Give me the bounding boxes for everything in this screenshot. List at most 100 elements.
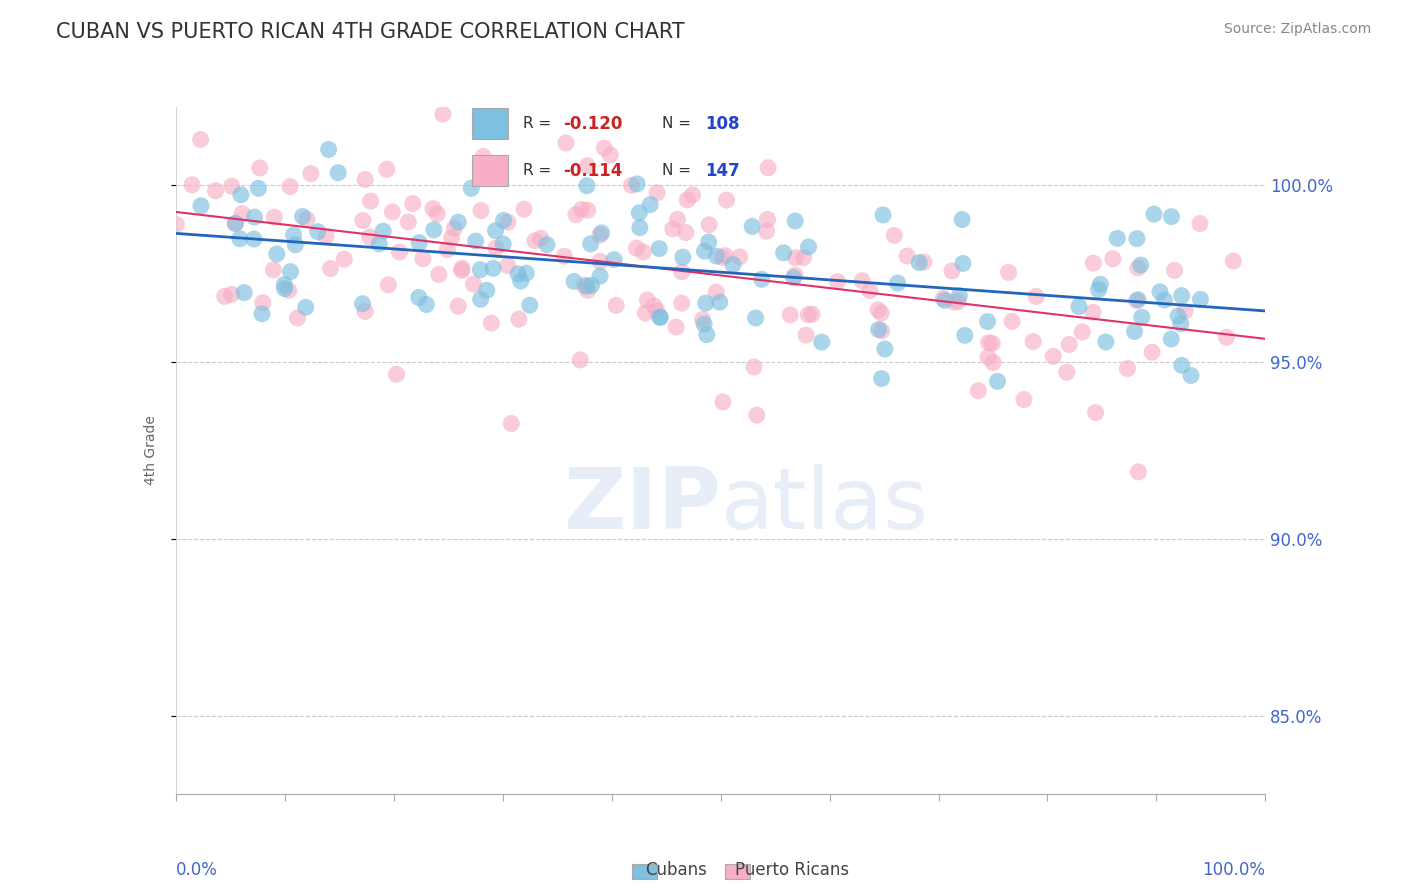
Point <box>481 316 503 330</box>
Point <box>463 277 485 292</box>
Bar <box>633 863 657 880</box>
Point <box>709 295 731 310</box>
Point <box>783 268 806 283</box>
Text: Puerto Ricans: Puerto Ricans <box>734 861 849 879</box>
Point <box>797 240 820 254</box>
Point <box>315 229 337 244</box>
Point <box>1071 325 1094 339</box>
Point <box>333 252 356 267</box>
Point <box>377 277 399 292</box>
Point <box>515 266 537 280</box>
Text: CUBAN VS PUERTO RICAN 4TH GRADE CORRELATION CHART: CUBAN VS PUERTO RICAN 4TH GRADE CORRELAT… <box>56 22 685 42</box>
Point <box>482 261 505 276</box>
Point <box>352 213 374 227</box>
Text: atlas: atlas <box>721 464 928 547</box>
Point <box>1180 368 1202 383</box>
Point <box>536 237 558 252</box>
Point <box>1125 293 1147 308</box>
Point <box>1116 361 1139 376</box>
Point <box>1107 231 1129 245</box>
Point <box>952 256 974 270</box>
Point <box>530 231 553 245</box>
Point <box>375 162 398 177</box>
Text: 108: 108 <box>706 115 740 133</box>
Point <box>941 264 963 278</box>
Point <box>797 308 820 322</box>
Point <box>1188 217 1211 231</box>
Text: -0.114: -0.114 <box>562 161 623 179</box>
Point <box>581 278 603 293</box>
Point <box>451 261 474 276</box>
Point <box>870 324 893 338</box>
Point <box>513 202 536 217</box>
Point <box>396 215 419 229</box>
Point <box>299 167 322 181</box>
Point <box>190 132 212 146</box>
Point <box>492 236 515 251</box>
Point <box>294 301 316 315</box>
Point <box>204 184 226 198</box>
Point <box>716 193 738 207</box>
Point <box>782 270 804 285</box>
Point <box>714 249 737 263</box>
Point <box>1189 293 1212 307</box>
Point <box>628 205 651 219</box>
Point <box>711 251 734 265</box>
Point <box>976 314 998 328</box>
Point <box>1090 277 1112 292</box>
Point <box>181 178 204 192</box>
Point <box>233 285 256 300</box>
Point <box>277 284 299 298</box>
Point <box>693 244 716 259</box>
Point <box>576 159 599 173</box>
Point <box>523 234 546 248</box>
Point <box>470 293 492 307</box>
Point <box>565 208 588 222</box>
Point <box>711 395 734 409</box>
Point <box>650 310 672 325</box>
Point <box>1012 392 1035 407</box>
Point <box>1001 314 1024 328</box>
Point <box>908 255 931 269</box>
Point <box>249 161 271 175</box>
Point <box>1143 207 1166 221</box>
Point <box>572 278 595 293</box>
Point <box>785 251 807 265</box>
Point <box>643 299 665 313</box>
Point <box>779 308 801 322</box>
Point <box>977 351 1000 365</box>
Point <box>591 226 613 240</box>
Point <box>576 203 599 218</box>
Point <box>948 294 970 309</box>
Point <box>870 306 893 320</box>
Bar <box>471 108 508 139</box>
Point <box>485 241 508 255</box>
Point <box>696 327 718 342</box>
Point <box>1153 293 1175 307</box>
Point <box>1067 300 1090 314</box>
Point <box>221 179 243 194</box>
Point <box>501 417 523 431</box>
Point <box>283 227 305 242</box>
Point <box>273 277 295 292</box>
Point <box>318 143 340 157</box>
Point <box>360 194 382 208</box>
Point <box>385 368 408 382</box>
Point <box>273 282 295 296</box>
Point <box>638 197 661 211</box>
Point <box>636 293 658 307</box>
Point <box>252 295 274 310</box>
Point <box>1174 304 1197 318</box>
Point <box>359 230 381 244</box>
Point <box>368 236 391 251</box>
Point <box>648 242 671 256</box>
Point <box>229 232 252 246</box>
Point <box>682 188 704 202</box>
Point <box>508 312 530 326</box>
Point <box>785 214 807 228</box>
Y-axis label: 4th Grade: 4th Grade <box>143 416 157 485</box>
Text: N =: N = <box>662 163 696 178</box>
Text: 147: 147 <box>706 161 741 179</box>
Point <box>579 236 602 251</box>
Text: 0.0%: 0.0% <box>176 861 218 879</box>
